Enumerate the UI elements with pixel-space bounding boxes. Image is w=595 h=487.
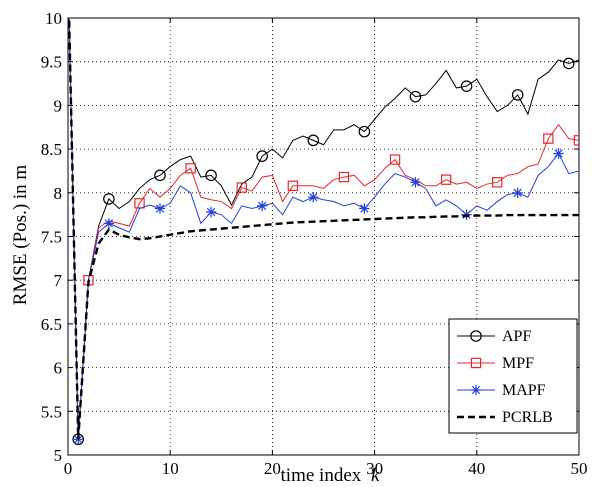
y-tick-label: 5.5	[41, 402, 62, 421]
point-apf	[511, 89, 524, 101]
legend-marker-apf	[470, 330, 482, 342]
point-mapf	[461, 209, 472, 220]
point-mapf	[205, 206, 217, 218]
point-apf	[460, 80, 473, 92]
point-mpf	[389, 154, 401, 165]
x-tick-label: 40	[468, 459, 485, 478]
point-apf	[358, 125, 371, 138]
legend-item-mapf: MAPF	[457, 382, 546, 399]
series-line-pcrlb	[68, 18, 579, 440]
point-mpf	[573, 135, 579, 146]
point-apf	[103, 193, 115, 205]
y-tick-label: 5	[54, 446, 63, 465]
legend-label-pcrlb: PCRLB	[502, 409, 553, 426]
point-mapf	[359, 203, 370, 214]
point-mapf	[512, 187, 523, 198]
series-line-mapf	[68, 18, 579, 440]
point-apf	[562, 57, 575, 70]
legend: APF MPF MAPF PCRLB	[448, 318, 578, 434]
x-tick-label: 0	[64, 459, 73, 478]
series-line-apf	[68, 18, 579, 440]
point-apf	[307, 134, 320, 147]
x-axis-title-text: time index	[281, 465, 362, 486]
point-mpf	[236, 182, 247, 193]
y-tick-label: 9	[54, 96, 63, 115]
axis-ticks: 0 10 20 30 40 50 5 5.5 6 6.5 7 7.5 8 8.5 9 9.5 10	[41, 9, 588, 478]
y-tick-label: 7	[54, 271, 63, 290]
point-mpf	[492, 177, 503, 188]
legend-box	[448, 318, 578, 434]
y-tick-label: 6.5	[41, 315, 62, 334]
x-tick-label: 30	[366, 459, 383, 478]
x-axis-title-var: k	[371, 465, 380, 486]
series-pcrlb	[68, 18, 579, 440]
point-mpf	[134, 198, 145, 209]
legend-item-apf: APF	[457, 328, 531, 345]
x-tick-label: 10	[162, 459, 179, 478]
series-mpf	[68, 18, 579, 440]
point-apf	[154, 169, 166, 182]
point-mapf	[154, 203, 166, 214]
point-mapf	[256, 200, 268, 212]
y-tick-label: 6	[54, 359, 63, 378]
point-mpf	[338, 171, 350, 183]
y-tick-label: 8.5	[41, 140, 62, 159]
point-mpf	[185, 163, 196, 174]
series-line-mpf	[68, 18, 579, 440]
x-axis-title: time index k	[281, 465, 380, 486]
legend-label-mpf: MPF	[502, 355, 534, 372]
y-axis-title: RMSE (Pos.) in m	[10, 165, 31, 306]
point-mapf	[103, 218, 115, 229]
y-tick-label: 7.5	[41, 228, 62, 247]
point-mapf	[553, 148, 564, 159]
legend-marker-mpf	[470, 357, 482, 369]
point-apf	[409, 90, 422, 103]
y-tick-label: 8	[54, 184, 63, 203]
legend-item-mpf: MPF	[457, 355, 534, 372]
x-tick-label: 50	[571, 459, 588, 478]
point-mapf	[410, 177, 421, 188]
point-mpf	[440, 174, 452, 185]
x-tick-label: 20	[264, 459, 281, 478]
y-tick-label: 9.5	[41, 53, 62, 72]
point-mapf	[308, 191, 319, 203]
point-apf	[256, 150, 268, 162]
legend-item-pcrlb: PCRLB	[457, 409, 553, 426]
point-mpf	[287, 180, 299, 192]
y-tick-label: 10	[45, 9, 62, 28]
legend-label-apf: APF	[502, 328, 531, 345]
legend-label-mapf: MAPF	[502, 382, 546, 399]
series-lines	[68, 18, 579, 446]
point-mpf	[543, 133, 554, 144]
legend-marker-mapf	[470, 384, 482, 396]
series-mapf	[68, 18, 579, 445]
point-apf	[205, 169, 217, 182]
